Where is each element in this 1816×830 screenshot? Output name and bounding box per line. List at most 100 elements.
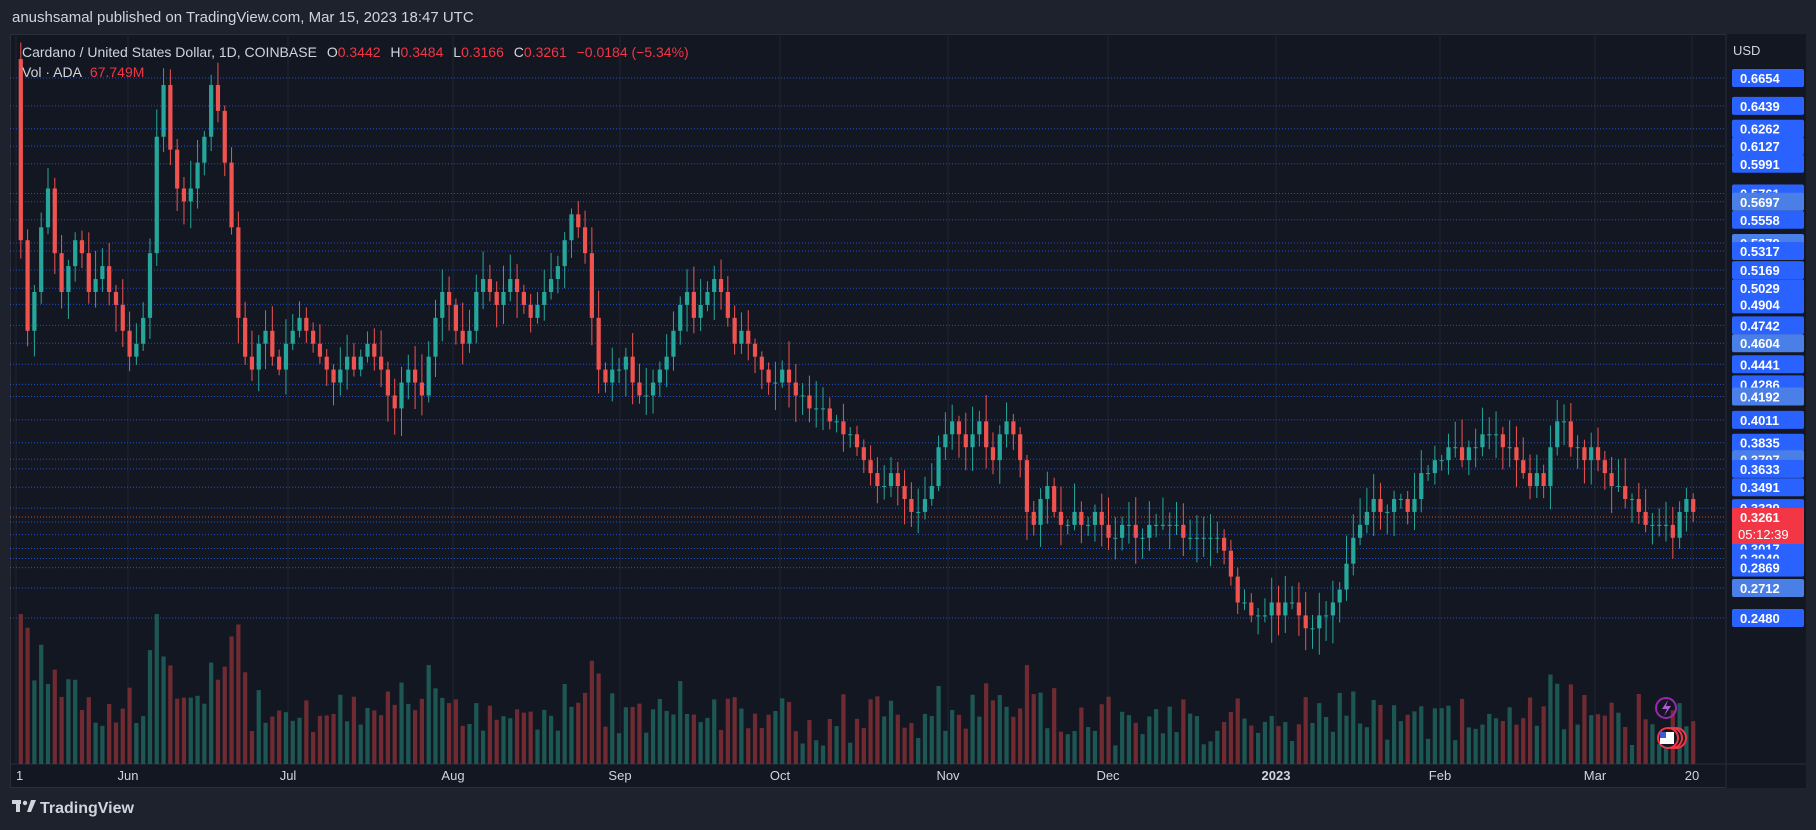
lightning-event-icon[interactable] — [1655, 697, 1677, 719]
volume-bar — [1188, 713, 1193, 764]
price-level-label-bg — [1732, 334, 1804, 353]
volume-bar — [623, 707, 628, 764]
candle-body — [1453, 447, 1458, 449]
volume-bar — [1480, 724, 1485, 764]
volume-bar — [555, 730, 560, 764]
volume-bar — [1154, 709, 1159, 764]
candle-body — [943, 434, 948, 448]
price-level-label-bg — [1732, 433, 1804, 452]
volume-bar — [773, 711, 778, 764]
candle-body — [399, 382, 404, 409]
candle-body — [997, 434, 1002, 461]
price-chart[interactable]: 1 Jun Jul Aug Sep Oct Nov Dec 2023 Feb Mar 20 0.6654… — [10, 34, 1806, 788]
candle-body — [467, 330, 472, 344]
volume-bar — [1616, 712, 1621, 764]
candle-body — [1691, 498, 1696, 512]
volume-bar — [1106, 696, 1111, 764]
candle-body — [718, 279, 724, 292]
change-value: −0.0184 (−5.34%) — [576, 44, 689, 60]
volume-bar — [249, 731, 255, 764]
candle-body — [243, 317, 248, 357]
candle-body — [1595, 447, 1601, 461]
volume-bar — [1357, 723, 1363, 764]
price-level-label: 0.4904 — [1740, 297, 1781, 312]
candle-body — [902, 486, 907, 499]
candle-body — [1507, 447, 1512, 449]
volume-bar — [1092, 730, 1098, 764]
volume-bar — [895, 714, 900, 764]
volume-bar — [616, 733, 622, 764]
candle-body — [562, 240, 567, 267]
volume-bar — [1582, 695, 1587, 764]
footer-brand[interactable]: TradingView — [12, 800, 134, 818]
candle-body — [1663, 524, 1669, 526]
volume-bar — [1439, 708, 1444, 764]
price-level-label-bg — [1732, 210, 1804, 229]
volume-bar — [562, 683, 567, 764]
volume-bar — [1493, 718, 1499, 764]
candle-body — [664, 356, 669, 370]
candle-body — [1120, 524, 1125, 538]
candle-body — [263, 330, 268, 344]
volume-bar — [610, 693, 615, 764]
volume-bar — [1412, 711, 1417, 764]
volume-bar — [277, 710, 282, 764]
volume-bar — [385, 691, 391, 764]
price-level-label-bg — [1732, 137, 1804, 156]
candle-body — [1575, 447, 1580, 449]
volume-bar — [1432, 708, 1437, 764]
volume-bar — [508, 718, 513, 764]
candle-body — [555, 266, 560, 280]
volume-bar — [66, 679, 71, 764]
volume-bar — [379, 715, 384, 764]
volume-bar — [304, 700, 309, 764]
volume-bar — [1317, 703, 1322, 764]
volume-bar — [86, 697, 91, 764]
volume-bar — [1561, 729, 1567, 764]
volume-bar — [1045, 728, 1050, 764]
candle-body — [909, 498, 914, 512]
footer-brand-text: TradingView — [40, 800, 134, 817]
volume-bar — [698, 722, 703, 764]
volume-bar — [882, 716, 887, 764]
x-tick-label: 20 — [1685, 768, 1699, 783]
candle-body — [1262, 615, 1268, 617]
candle-body — [1351, 537, 1356, 564]
volume-bar — [705, 717, 710, 764]
price-level-label-bg — [1732, 261, 1804, 280]
x-tick-label: Dec — [1096, 768, 1120, 783]
candle-body — [1310, 628, 1315, 630]
volume-bar — [215, 679, 221, 764]
candle-body — [956, 421, 962, 435]
candle-body — [1194, 537, 1200, 539]
close-label: C — [513, 44, 524, 60]
candle-body — [501, 291, 506, 305]
volume-bar — [1568, 684, 1573, 764]
price-level-label: 0.3491 — [1740, 480, 1780, 495]
volume-bar — [657, 698, 662, 764]
candle-body — [113, 291, 119, 305]
candle-body — [521, 291, 526, 305]
price-level-label-bg — [1732, 459, 1804, 478]
candle-body — [1228, 550, 1234, 577]
candle-body — [623, 356, 628, 370]
volume-bar — [684, 714, 690, 764]
volume-bar — [1038, 692, 1043, 764]
candle-body — [331, 369, 336, 383]
candle-body — [1140, 537, 1145, 539]
volume-bar — [1595, 714, 1601, 764]
candle-body — [446, 291, 452, 305]
volume-bar — [1283, 722, 1288, 764]
candle-body — [338, 369, 343, 383]
candle-body — [1092, 511, 1098, 525]
volume-bar — [963, 728, 968, 764]
volume-bar — [691, 714, 696, 764]
candle-body — [630, 356, 635, 383]
volume-bar — [1058, 731, 1064, 764]
chart-frame[interactable] — [10, 34, 1806, 788]
volume-bar — [345, 721, 350, 764]
price-level-label: 0.2480 — [1740, 611, 1780, 626]
candle-body — [236, 227, 241, 318]
volume-bar — [528, 711, 533, 764]
volume-bar — [1330, 731, 1335, 764]
